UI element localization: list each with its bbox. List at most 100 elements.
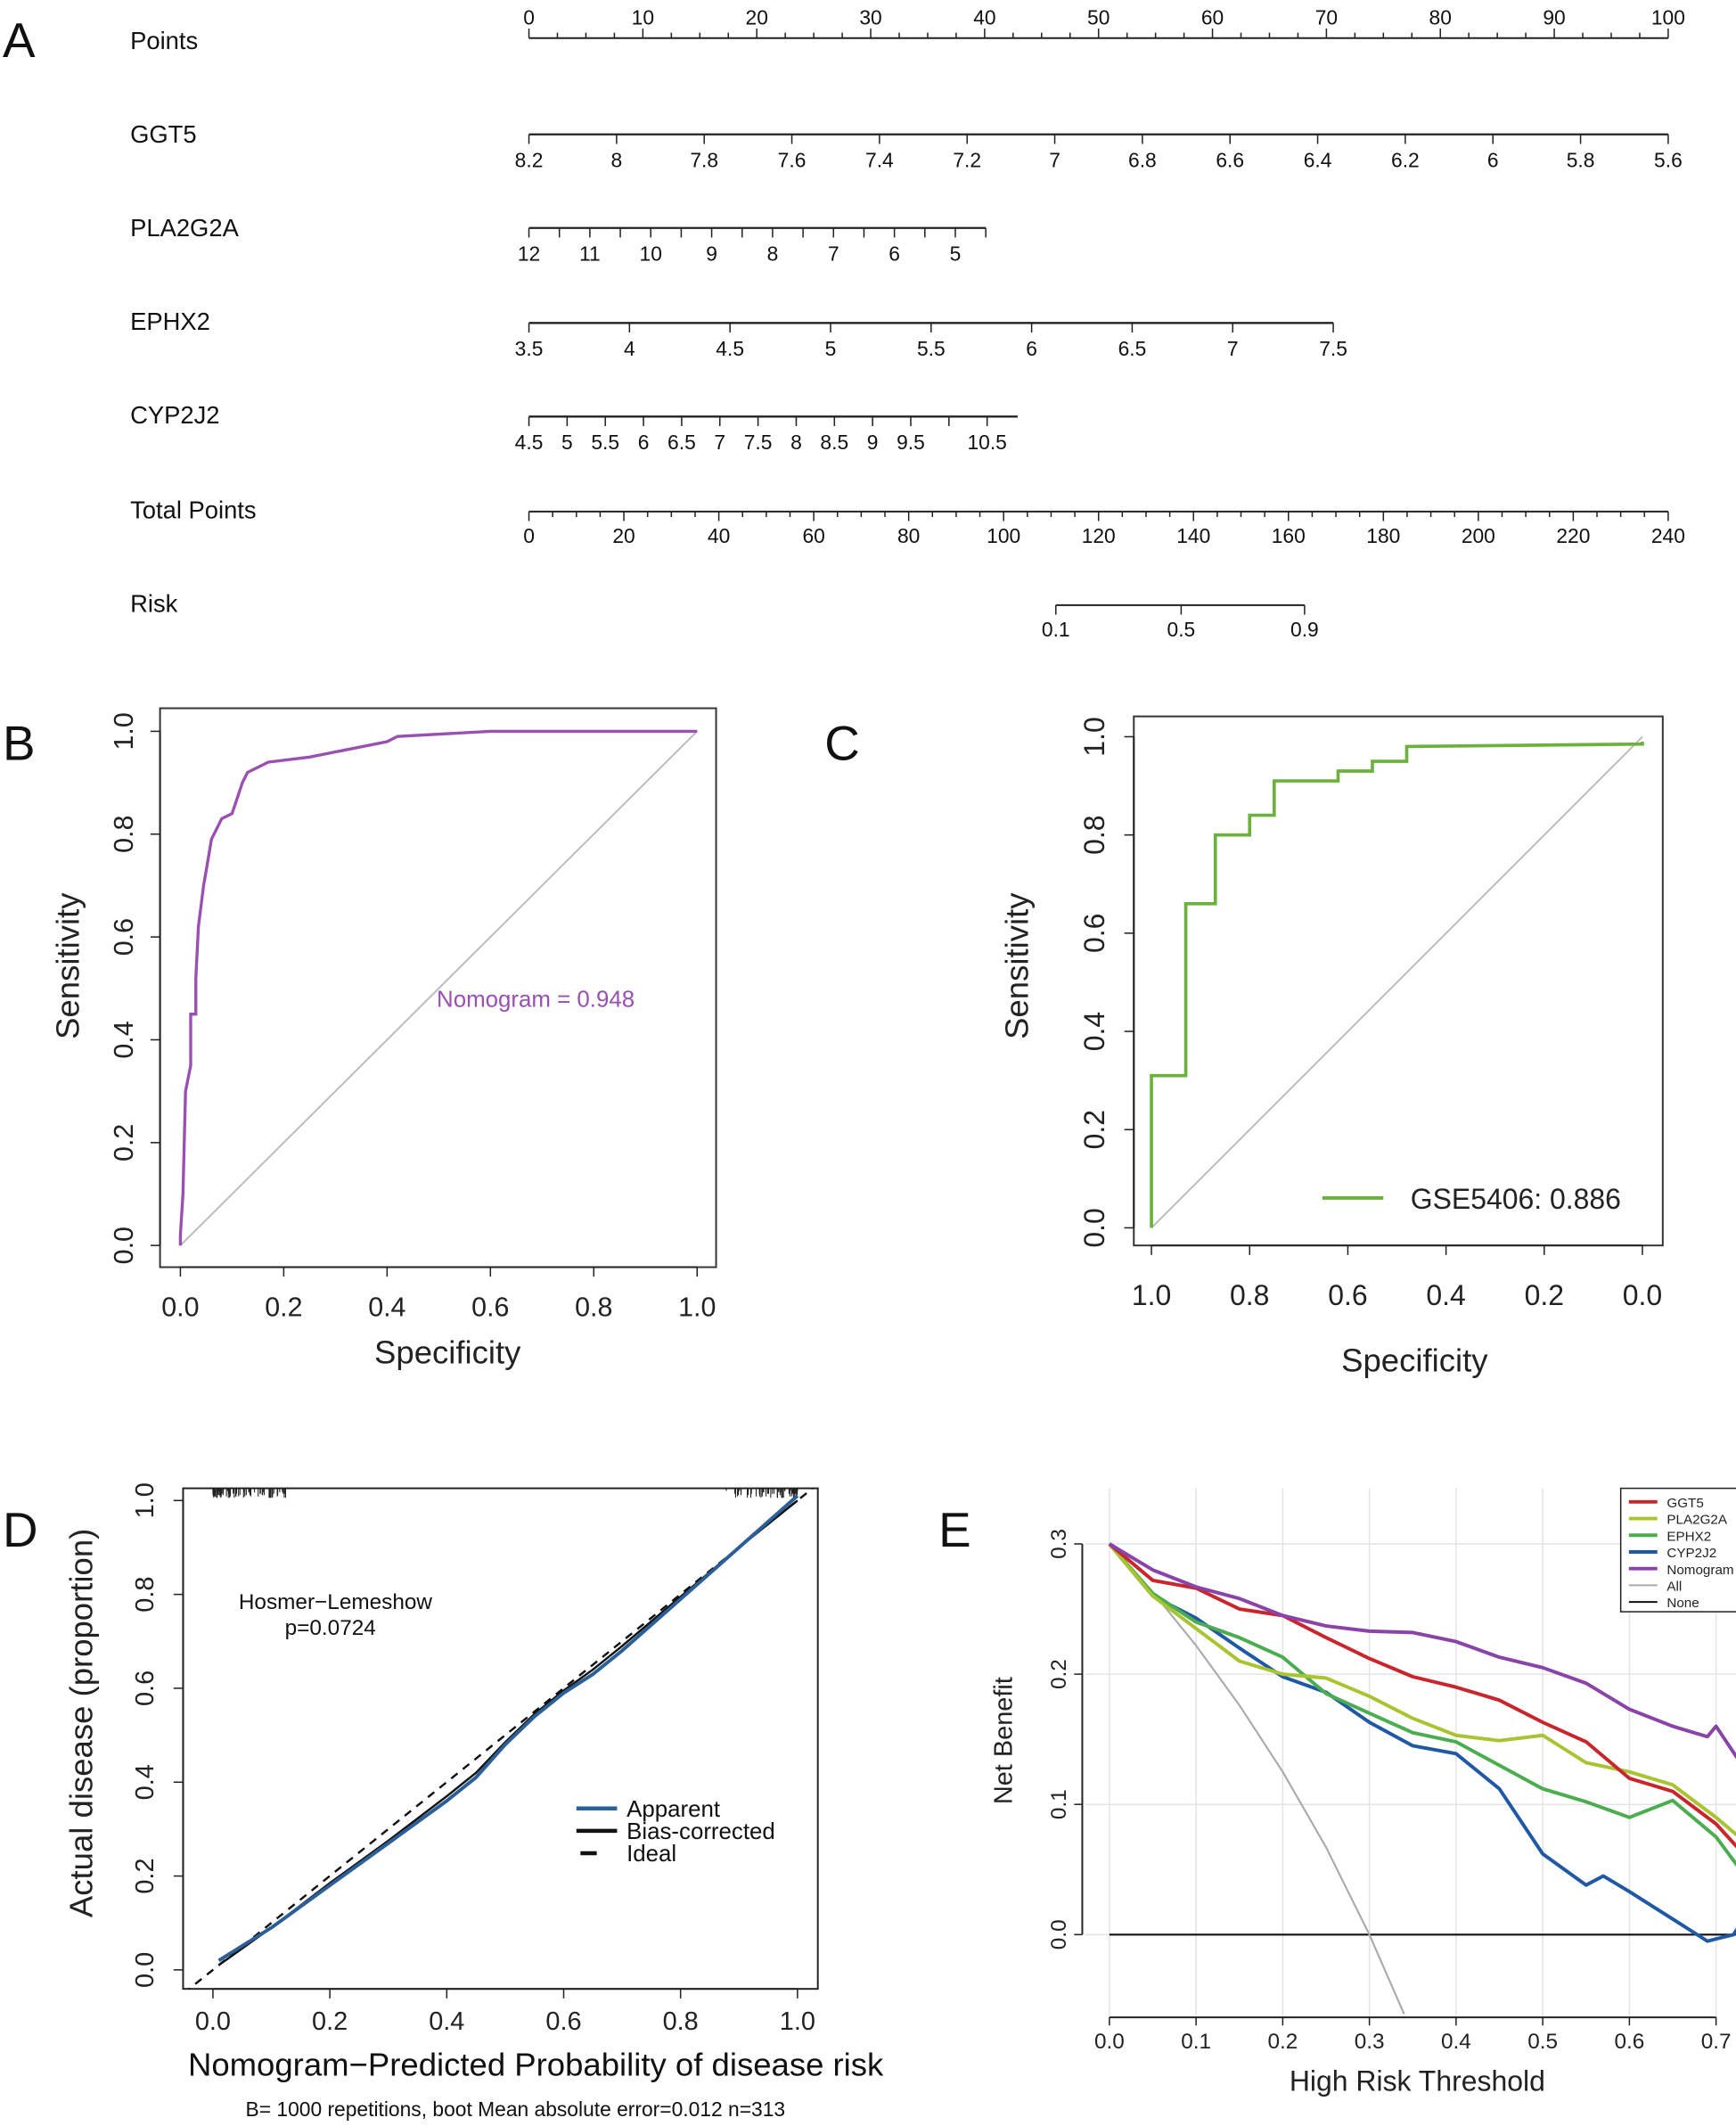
variable-tick-label: 7.2 — [953, 148, 981, 171]
total-points-tick-label: 140 — [1176, 524, 1210, 547]
x-tick-label: 0.6 — [1328, 1279, 1367, 1311]
variable-tick-label: 5.6 — [1654, 148, 1683, 171]
x-axis-label: Nomogram−Predicted Probability of diseas… — [188, 2047, 884, 2083]
row-label-points: Points — [130, 27, 198, 54]
variable-tick-label: 5.5 — [917, 337, 946, 360]
y-tick-label: 0.8 — [131, 1577, 160, 1613]
y-tick-label: 0.0 — [109, 1227, 139, 1264]
variable-tick-label: 4.5 — [515, 431, 544, 454]
legend-box — [1619, 1487, 1736, 1613]
legend-label: CYP2J2 — [1666, 1546, 1716, 1561]
x-tick-label: 1.0 — [780, 2007, 815, 2036]
y-tick-label: 0.0 — [131, 1952, 160, 1988]
variable-tick-label: 9 — [867, 431, 879, 454]
x-axis-label: High Risk Threshold — [1290, 2064, 1545, 2097]
variable-tick-label: 6 — [1026, 337, 1037, 360]
series-ggt5 — [1108, 1542, 1736, 1849]
series-cyp2j2 — [1108, 1542, 1736, 1943]
variable-tick-label: 11 — [579, 242, 601, 265]
row-label-pla2g2a: PLA2G2A — [130, 214, 239, 242]
x-tick-label: 0.5 — [1527, 2030, 1558, 2054]
variable-tick-label: 6.6 — [1216, 148, 1244, 171]
x-axis-label: Specificity — [1341, 1342, 1488, 1379]
total-points-tick-label: 180 — [1366, 524, 1400, 547]
y-tick-label: 0.8 — [109, 816, 139, 853]
roc-train-panel: Specificity Sensitivity Nomogram = 0.948… — [49, 707, 717, 1371]
variable-tick-label: 8 — [767, 242, 779, 265]
y-tick-label: 0.4 — [1078, 1012, 1110, 1051]
y-tick-label: 0.0 — [1047, 1919, 1071, 1950]
variable-tick-label: 4 — [624, 337, 635, 360]
row-label-ggt5: GGT5 — [130, 120, 197, 148]
variable-tick-label: 6.4 — [1304, 148, 1332, 171]
legend-label: Apparent — [626, 1797, 720, 1822]
variable-tick-label: 8.5 — [820, 431, 848, 454]
y-tick-label: 0.2 — [131, 1858, 160, 1893]
total-points-tick-label: 20 — [612, 524, 635, 547]
y-tick-label: 0.1 — [1047, 1789, 1071, 1819]
subtitle: B= 1000 repetitions, boot Mean absolute … — [246, 2097, 786, 2121]
total-points-tick-label: 200 — [1462, 524, 1495, 547]
total-points-tick-label: 40 — [708, 524, 730, 547]
x-tick-label: 0.0 — [1623, 1279, 1662, 1311]
variable-tick-label: 7.6 — [778, 148, 807, 171]
x-tick-label: 0.8 — [1230, 1279, 1269, 1311]
legend-label: All — [1666, 1580, 1682, 1595]
x-tick-label: 0.0 — [195, 2007, 231, 2036]
variable-tick-label: 6.5 — [1118, 337, 1147, 360]
x-tick-label: 0.4 — [429, 2007, 464, 2036]
x-tick-label: 0.2 — [265, 1292, 302, 1322]
total-points-tick-label: 60 — [802, 524, 824, 547]
points-tick-label: 10 — [632, 6, 654, 29]
legend-label: GGT5 — [1666, 1496, 1703, 1511]
row-label-ephx2: EPHX2 — [130, 308, 210, 335]
panel-letter-a: A — [3, 12, 36, 68]
points-tick-label: 80 — [1429, 6, 1452, 29]
variable-tick-label: 6.5 — [667, 431, 696, 454]
variable-tick-label: 8 — [611, 148, 623, 171]
total-points-tick-label: 240 — [1651, 524, 1685, 547]
legend-label: Bias-corrected — [626, 1819, 775, 1844]
x-tick-label: 0.0 — [161, 1292, 199, 1322]
y-tick-label: 0.2 — [109, 1124, 139, 1162]
x-tick-label: 1.0 — [1132, 1279, 1171, 1311]
points-tick-label: 30 — [859, 6, 881, 29]
variable-tick-label: 7 — [828, 242, 839, 265]
y-tick-label: 0.2 — [1047, 1659, 1071, 1689]
y-tick-label: 0.2 — [1078, 1110, 1110, 1149]
y-tick-label: 0.8 — [1078, 815, 1110, 854]
y-tick-label: 1.0 — [1078, 717, 1110, 756]
plot-area — [187, 1488, 815, 1990]
panel-letter-c: C — [824, 715, 860, 770]
points-tick-label: 0 — [523, 6, 535, 29]
x-tick-label: 0.0 — [1094, 2030, 1125, 2054]
x-tick-label: 0.8 — [663, 2007, 699, 2036]
risk-tick-label: 0.9 — [1290, 618, 1319, 641]
x-tick-label: 0.8 — [575, 1292, 612, 1322]
legend-label: Ideal — [626, 1842, 676, 1867]
y-tick-label: 0.4 — [131, 1764, 160, 1800]
total-points-tick-label: 100 — [987, 524, 1020, 547]
variable-tick-label: 8 — [790, 431, 802, 454]
total-points-tick-label: 80 — [897, 524, 920, 547]
reference-diagonal — [179, 730, 698, 1246]
variable-tick-label: 3.5 — [515, 337, 544, 360]
legend-label: PLA2G2A — [1666, 1513, 1727, 1528]
row-label-cyp2j2: CYP2J2 — [130, 401, 219, 429]
reference-diagonal — [1151, 735, 1643, 1229]
y-tick-label: 1.0 — [131, 1482, 160, 1518]
x-tick-label: 0.6 — [1614, 2030, 1644, 2054]
calibration-panel: Nomogram−Predicted Probability of diseas… — [62, 1482, 884, 2121]
y-tick-label: 0.6 — [109, 918, 139, 956]
x-tick-label: 0.6 — [545, 2007, 581, 2036]
variable-tick-label: 7.8 — [690, 148, 718, 171]
variable-tick-label: 7 — [1227, 337, 1239, 360]
points-tick-label: 20 — [746, 6, 768, 29]
panel-letter-e: E — [938, 1502, 971, 1557]
plot-area — [1108, 1542, 1736, 2015]
nomogram-panel: Points GGT5 PLA2G2A EPHX2 CYP2J2 Total P… — [130, 6, 1685, 641]
legend-label: Nomogram — [1666, 1563, 1733, 1578]
variable-tick-label: 5 — [825, 337, 837, 360]
decision-curve-panel: High Risk Threshold Net Benefit 0.0 0.1 0.… — [989, 1487, 1736, 2097]
variable-tick-label: 8.2 — [515, 148, 544, 171]
